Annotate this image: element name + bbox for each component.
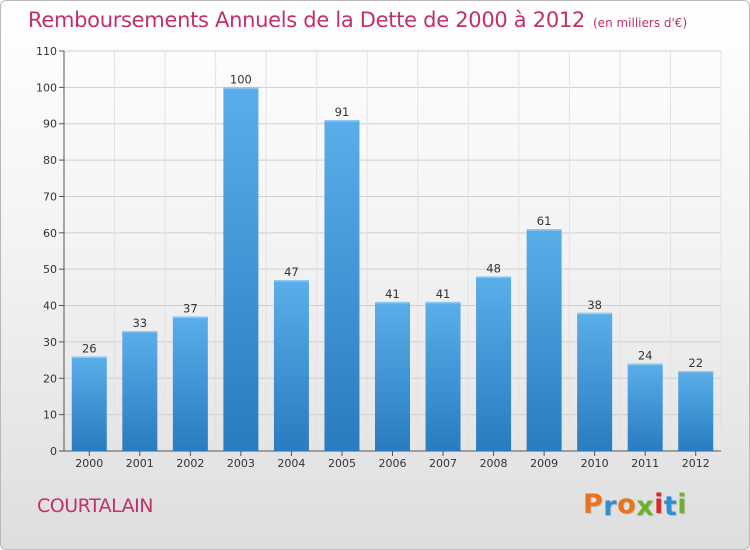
bar-highlight-2012 <box>678 371 714 373</box>
data-label-2007: 41 <box>436 287 451 301</box>
bar-2003 <box>223 87 259 451</box>
y-tick-label: 110 <box>36 45 57 58</box>
bar-highlight-2010 <box>577 312 613 315</box>
bar-2009 <box>526 229 562 451</box>
data-label-2002: 37 <box>183 301 198 315</box>
bar-highlight-2008 <box>476 276 512 278</box>
data-label-2009: 61 <box>537 214 552 228</box>
x-tick-label-2007: 2007 <box>429 457 457 470</box>
data-label-2006: 41 <box>385 287 400 301</box>
bar-highlight-2003 <box>223 87 259 89</box>
bar-2006 <box>375 301 410 451</box>
proxiti-logo[interactable]: Proxiti <box>583 489 688 522</box>
y-tick-label: 0 <box>50 445 57 458</box>
x-tick-label-2005: 2005 <box>328 457 356 470</box>
data-label-2000: 26 <box>82 341 97 355</box>
bar-2002 <box>172 316 208 451</box>
x-tick-label-2001: 2001 <box>126 457 154 470</box>
y-tick-label: 40 <box>43 300 57 313</box>
data-label-2001: 33 <box>132 316 147 330</box>
data-label-2012: 22 <box>688 356 703 370</box>
data-label-2005: 91 <box>335 105 350 119</box>
x-tick-label-2010: 2010 <box>581 457 609 470</box>
logo-letter: i <box>654 489 664 520</box>
logo-letter: r <box>603 491 618 522</box>
commune-name: COURTALAIN <box>37 495 153 517</box>
bar-highlight-2006 <box>375 301 410 304</box>
logo-letter: i <box>677 489 688 520</box>
x-tick-label-2008: 2008 <box>480 457 508 470</box>
logo-letter: o <box>617 489 637 520</box>
y-tick-label: 20 <box>43 372 57 385</box>
y-tick-label: 90 <box>43 118 57 131</box>
bar-2000 <box>71 356 107 451</box>
data-label-2008: 48 <box>486 261 501 275</box>
bar-highlight-2009 <box>526 229 562 231</box>
bar-2005 <box>324 120 360 451</box>
y-tick-label: 10 <box>43 409 57 422</box>
bar-2001 <box>122 331 158 451</box>
bar-highlight-2002 <box>172 316 208 318</box>
logo-letter: t <box>663 491 678 522</box>
chart-subtitle: (en milliers d'€) <box>593 16 688 30</box>
bar-highlight-2005 <box>324 120 360 122</box>
labels: 26 2000 33 2001 37 2002 100 2003 47 2004 91 2005 41 2… <box>75 72 709 470</box>
x-tick-label-2000: 2000 <box>75 457 103 470</box>
bar-2010 <box>577 312 613 451</box>
x-tick-label-2012: 2012 <box>682 457 710 470</box>
bar-2007 <box>425 301 461 451</box>
bar-highlight-2004 <box>273 280 309 282</box>
bar-2011 <box>627 363 663 451</box>
y-tick-label: 50 <box>43 263 57 276</box>
bar-highlight-2000 <box>71 356 107 358</box>
bar-2004 <box>273 280 309 451</box>
chart-title-text: Remboursements Annuels de la Dette de 20… <box>28 8 585 32</box>
bars <box>71 87 714 451</box>
x-tick-label-2002: 2002 <box>176 457 204 470</box>
logo-letter: P <box>583 489 604 520</box>
y-tick-label: 60 <box>43 227 57 240</box>
data-label-2004: 47 <box>284 265 299 279</box>
data-label-2010: 38 <box>587 298 602 312</box>
x-tick-label-2003: 2003 <box>227 457 255 470</box>
bar-highlight-2011 <box>627 363 663 366</box>
x-tick-label-2006: 2006 <box>379 457 407 470</box>
bar-highlight-2001 <box>122 331 158 333</box>
bar-2008 <box>476 276 512 451</box>
y-tick-label: 100 <box>36 81 57 94</box>
bar-highlight-2007 <box>425 301 461 304</box>
data-label-2011: 24 <box>638 349 653 363</box>
x-tick-label-2009: 2009 <box>530 457 558 470</box>
x-tick-label-2004: 2004 <box>277 457 305 470</box>
data-label-2003: 100 <box>230 72 252 86</box>
y-tick-label: 30 <box>43 336 57 349</box>
logo-letter: x <box>636 491 655 522</box>
bar-2012 <box>678 371 714 451</box>
x-tick-label-2011: 2011 <box>631 457 659 470</box>
y-tick-label: 70 <box>43 190 57 203</box>
chart-title: Remboursements Annuels de la Dette de 20… <box>28 8 687 32</box>
y-tick-label: 80 <box>43 154 57 167</box>
